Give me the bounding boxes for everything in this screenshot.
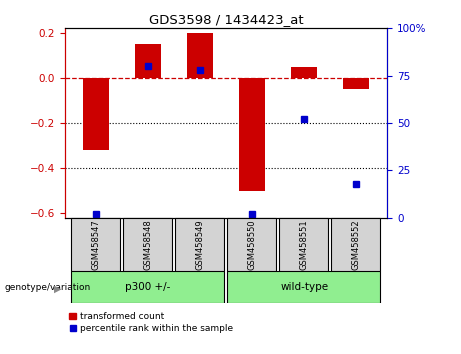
Text: ▶: ▶ bbox=[54, 284, 61, 294]
Text: GSM458548: GSM458548 bbox=[143, 219, 152, 270]
Bar bbox=[343, 78, 369, 89]
Bar bbox=[227, 271, 380, 303]
Bar bbox=[123, 218, 172, 271]
Text: GSM458550: GSM458550 bbox=[248, 219, 256, 270]
Bar bbox=[239, 78, 265, 191]
Bar bbox=[279, 218, 328, 271]
Text: GSM458549: GSM458549 bbox=[195, 219, 204, 270]
Bar bbox=[227, 218, 277, 271]
Title: GDS3598 / 1434423_at: GDS3598 / 1434423_at bbox=[148, 13, 303, 26]
Legend: transformed count, percentile rank within the sample: transformed count, percentile rank withi… bbox=[69, 313, 233, 333]
Bar bbox=[71, 218, 120, 271]
Bar bbox=[175, 218, 225, 271]
Text: GSM458547: GSM458547 bbox=[91, 219, 100, 270]
Bar bbox=[135, 44, 161, 78]
Bar bbox=[291, 67, 317, 78]
Text: p300 +/-: p300 +/- bbox=[124, 282, 170, 292]
Text: GSM458552: GSM458552 bbox=[351, 219, 361, 270]
Bar bbox=[71, 271, 225, 303]
Text: genotype/variation: genotype/variation bbox=[5, 283, 91, 292]
Text: GSM458551: GSM458551 bbox=[300, 219, 308, 270]
Bar bbox=[83, 78, 109, 150]
Bar bbox=[187, 33, 213, 78]
Bar bbox=[331, 218, 380, 271]
Text: wild-type: wild-type bbox=[281, 282, 329, 292]
